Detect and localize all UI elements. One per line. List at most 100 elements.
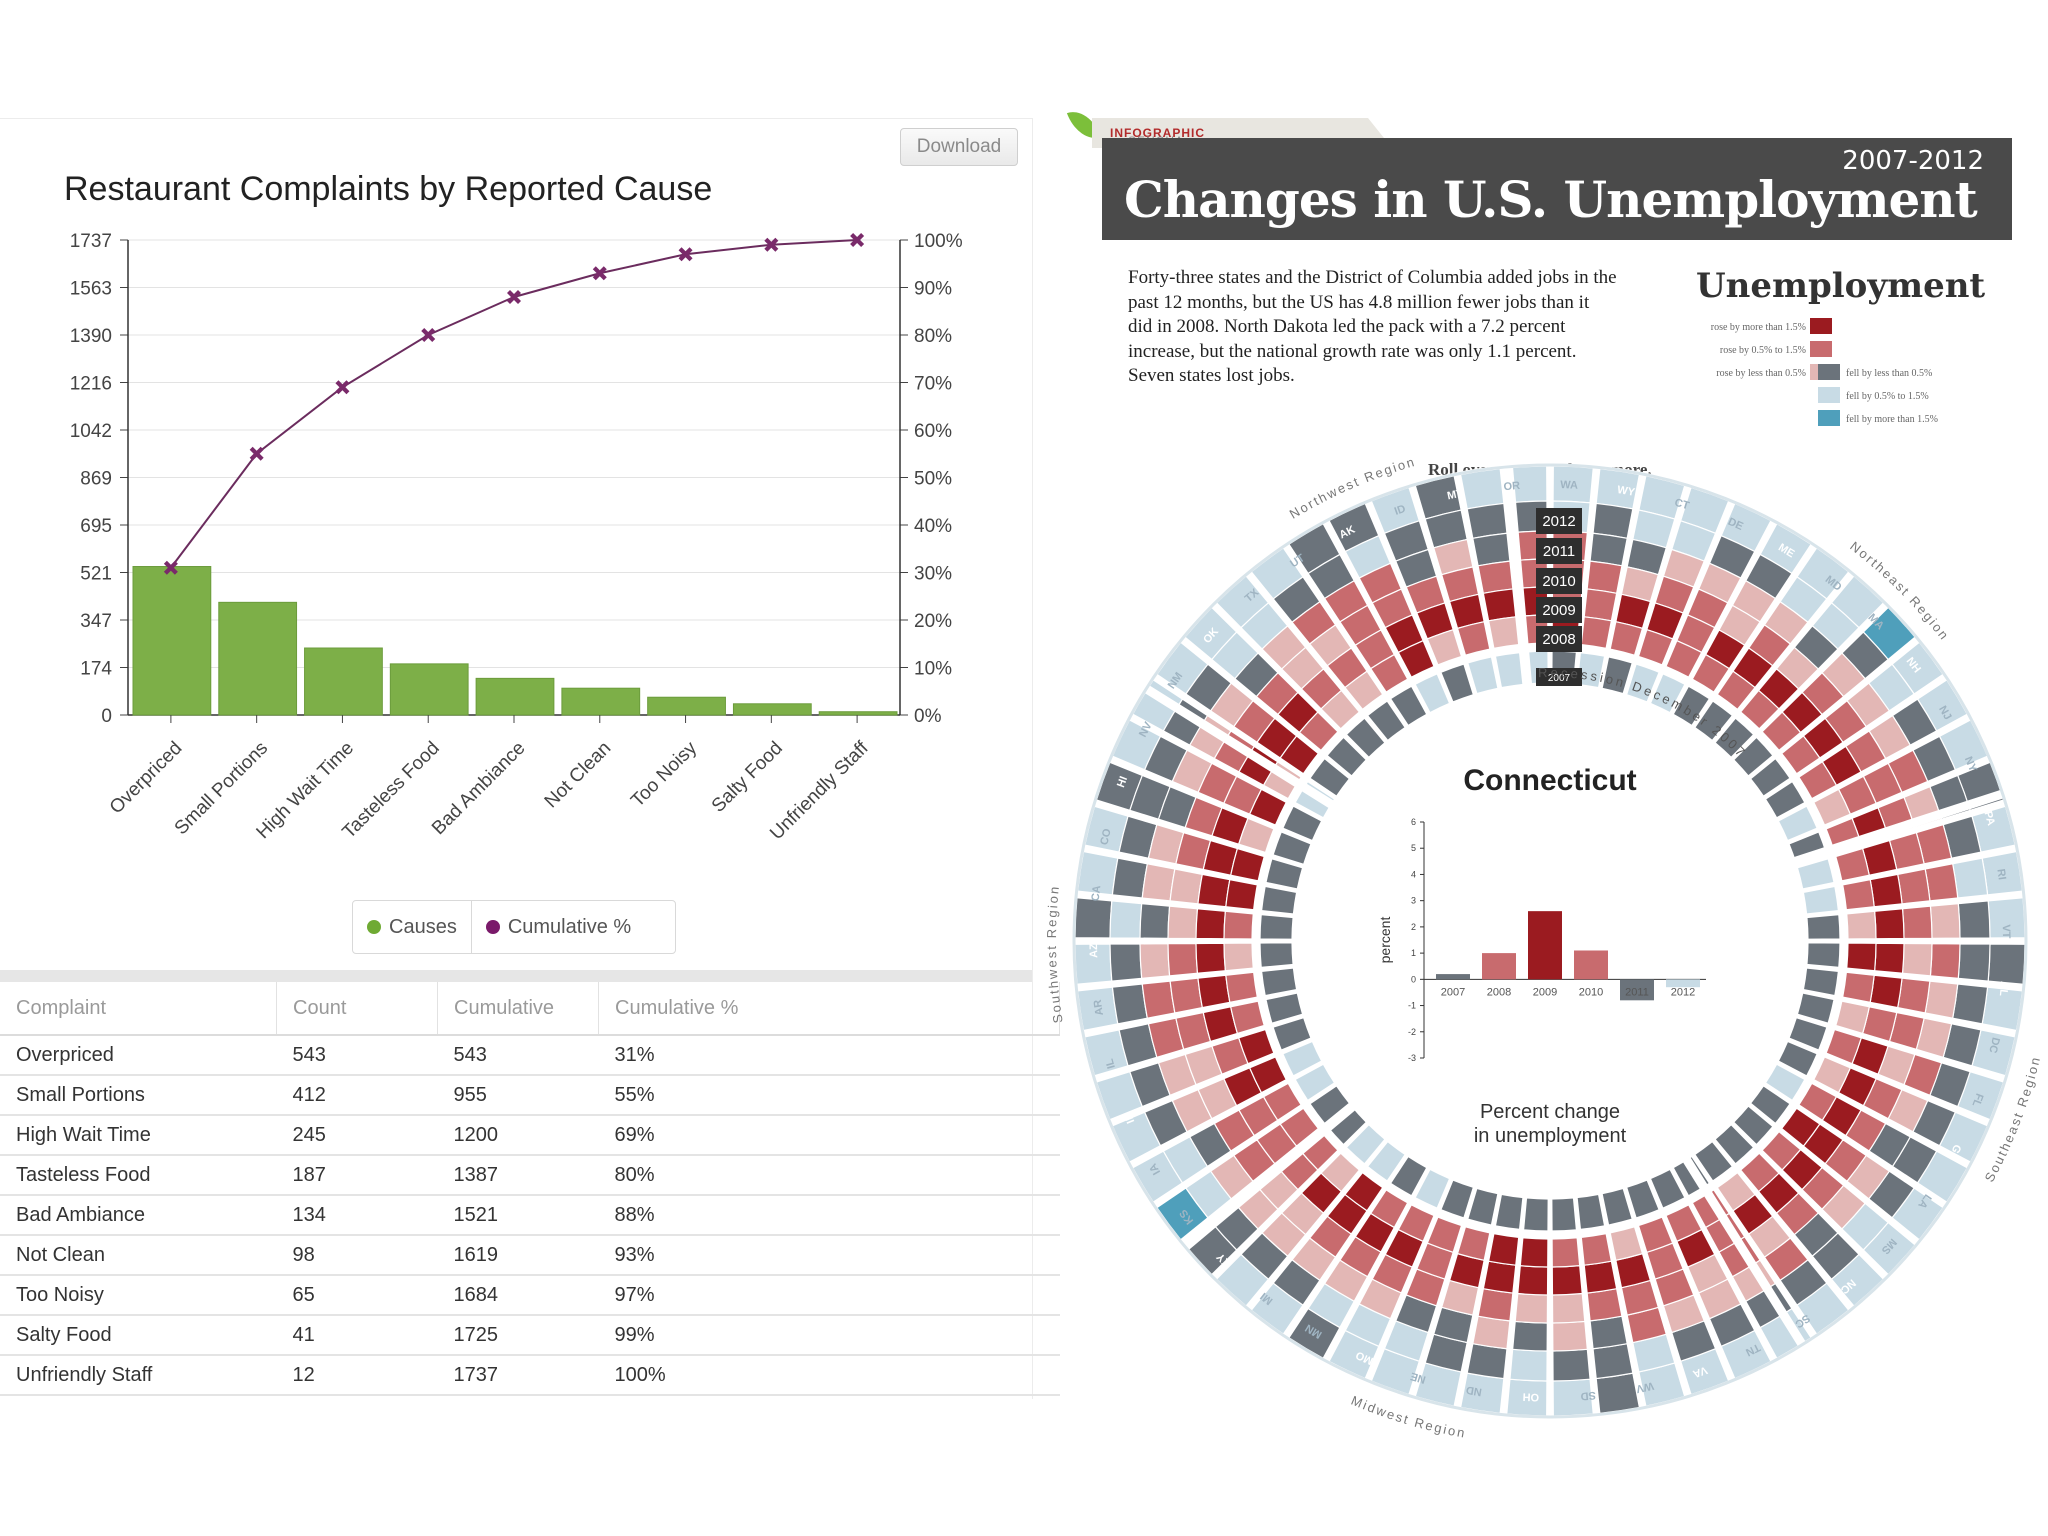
state-year-cell[interactable] [1371, 1253, 1414, 1294]
state-year-cell[interactable] [1487, 1232, 1520, 1266]
state-year-cell[interactable] [1307, 1282, 1356, 1329]
state-year-cell[interactable] [1197, 873, 1231, 908]
state-year-cell[interactable] [1775, 646, 1820, 690]
state-year-cell[interactable] [1440, 566, 1480, 603]
state-year-cell[interactable] [1551, 614, 1581, 645]
state-label[interactable]: IN [1122, 1110, 1137, 1125]
state-year-cell[interactable] [1288, 1307, 1341, 1360]
state-year-cell[interactable] [1118, 1023, 1158, 1067]
state-year-cell[interactable] [1345, 717, 1386, 759]
state-label[interactable]: SC [1793, 1312, 1812, 1330]
state-year-cell[interactable] [1912, 735, 1957, 783]
state-year-cell[interactable] [1456, 1226, 1491, 1261]
state-year-cell[interactable] [1718, 604, 1761, 647]
cumulative-marker[interactable] [764, 237, 779, 252]
state-label[interactable]: IA [1147, 1161, 1163, 1177]
state-year-cell[interactable] [1957, 900, 1991, 939]
state-year-cell[interactable] [1394, 1294, 1438, 1334]
state-year-cell[interactable] [1167, 942, 1199, 977]
state-year-cell[interactable] [1595, 1372, 1641, 1415]
state-year-cell[interactable] [1397, 1203, 1435, 1243]
state-year-cell[interactable] [1184, 606, 1238, 661]
state-year-cell[interactable] [1798, 760, 1838, 800]
state-year-cell[interactable] [1467, 656, 1499, 695]
state-year-cell[interactable] [1272, 831, 1312, 866]
state-year-cell[interactable] [1294, 780, 1336, 819]
state-year-cell[interactable] [1237, 1028, 1275, 1065]
state-label[interactable]: RI [1994, 868, 2007, 881]
state-year-cell[interactable] [1211, 807, 1249, 845]
state-year-cell[interactable] [1938, 719, 1989, 771]
state-year-cell[interactable] [1405, 575, 1446, 614]
state-year-cell[interactable] [1432, 1306, 1474, 1344]
state-year-cell[interactable] [1171, 1088, 1213, 1133]
state-year-cell[interactable] [1821, 1184, 1866, 1230]
state-year-cell[interactable] [1405, 1268, 1446, 1307]
state-year-cell[interactable] [1308, 1215, 1353, 1258]
state-year-cell[interactable] [1835, 1000, 1870, 1035]
state-year-cell[interactable] [1662, 548, 1706, 588]
state-label[interactable]: NE [1409, 1370, 1427, 1386]
state-year-cell[interactable] [1426, 1216, 1463, 1254]
state-year-cell[interactable] [1414, 1168, 1451, 1209]
state-year-cell[interactable] [1916, 1150, 1969, 1203]
state-year-cell[interactable] [1841, 971, 1875, 1004]
state-year-cell[interactable] [1956, 1070, 2005, 1121]
state-year-cell[interactable] [1846, 942, 1877, 972]
cumulative-marker[interactable] [335, 380, 350, 395]
state-year-cell[interactable] [1732, 736, 1774, 777]
state-year-cell[interactable] [1298, 1130, 1339, 1171]
state-year-cell[interactable] [1924, 980, 1959, 1019]
state-year-cell[interactable] [1625, 1179, 1660, 1219]
state-year-cell[interactable] [1626, 1306, 1668, 1344]
state-year-cell[interactable] [1732, 647, 1774, 689]
mini-bar-2011[interactable] [1620, 979, 1654, 1001]
state-year-cell[interactable] [1188, 1122, 1232, 1168]
state-label[interactable]: AL [1997, 981, 2010, 997]
state-year-cell[interactable] [1512, 1320, 1548, 1352]
state-year-cell[interactable] [1326, 736, 1368, 777]
state-year-cell[interactable] [1551, 1237, 1581, 1268]
state-year-cell[interactable] [1851, 807, 1889, 845]
state-year-cell[interactable] [1260, 885, 1298, 915]
state-label[interactable]: CT [1673, 497, 1691, 513]
state-year-cell[interactable] [1929, 903, 1961, 939]
state-year-cell[interactable] [1131, 679, 1184, 732]
column-header-cumulative-percent[interactable]: Cumulative % [598, 982, 1060, 1036]
state-year-cell[interactable] [1731, 1259, 1777, 1303]
state-year-cell[interactable] [1139, 943, 1171, 979]
state-year-cell[interactable] [1440, 1279, 1480, 1316]
state-year-cell[interactable] [1255, 671, 1299, 716]
state-year-cell[interactable] [1679, 1347, 1730, 1396]
state-year-cell[interactable] [1551, 586, 1583, 618]
state-year-cell[interactable] [1156, 641, 1209, 695]
state-year-cell[interactable] [1143, 735, 1188, 783]
legend-item-causes[interactable]: Causes [353, 901, 471, 953]
state-year-cell[interactable] [1720, 1329, 1772, 1380]
state-year-cell[interactable] [1084, 1029, 1129, 1077]
table-row[interactable]: Bad Ambiance 134 1521 88% [0, 1195, 1076, 1236]
state-year-cell[interactable] [1184, 796, 1223, 837]
state-year-cell[interactable] [1111, 857, 1149, 899]
state-year-cell[interactable] [1665, 639, 1703, 679]
state-year-cell[interactable] [1686, 588, 1729, 629]
state-year-cell[interactable] [1662, 1294, 1706, 1334]
state-year-cell[interactable] [1209, 682, 1254, 728]
state-label[interactable]: WV [1634, 1379, 1654, 1395]
state-label[interactable]: NM [1166, 670, 1186, 691]
state-year-cell[interactable] [1084, 805, 1129, 853]
state-year-cell[interactable] [1592, 1342, 1634, 1380]
state-year-cell[interactable] [1942, 1023, 1982, 1067]
state-year-cell[interactable] [1971, 1029, 2016, 1077]
state-year-cell[interactable] [1328, 502, 1380, 553]
state-year-cell[interactable] [1637, 1216, 1674, 1254]
state-year-cell[interactable] [1339, 604, 1382, 647]
state-year-cell[interactable] [1781, 1148, 1823, 1191]
state-year-cell[interactable] [1397, 639, 1435, 679]
state-label[interactable]: ME [1776, 542, 1796, 561]
state-year-cell[interactable] [1366, 1140, 1407, 1182]
state-year-cell[interactable] [1830, 575, 1885, 629]
state-year-cell[interactable] [1162, 698, 1209, 747]
state-year-cell[interactable] [1288, 522, 1341, 575]
state-year-cell[interactable] [1129, 774, 1171, 820]
